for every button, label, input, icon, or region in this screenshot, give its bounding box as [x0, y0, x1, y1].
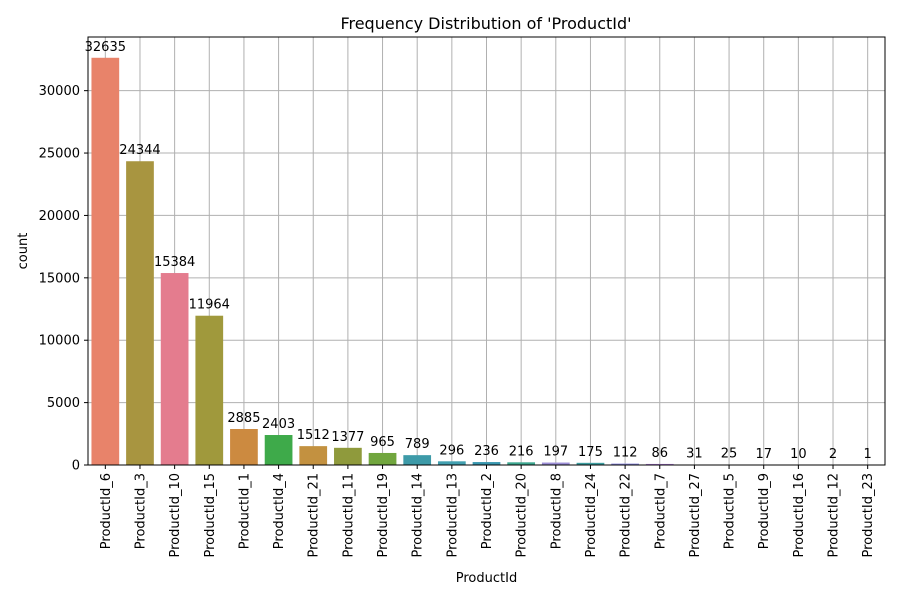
y-axis-ticks: 0 5000 10000 15000 20000 25000 30000 [39, 84, 88, 474]
value-label: 24344 [119, 143, 160, 158]
value-label: 86 [651, 446, 668, 461]
x-tick-label: ProductId_3 [133, 473, 148, 549]
value-label: 197 [543, 445, 568, 460]
x-tick-label: ProductId_16 [792, 473, 807, 558]
value-label: 31 [686, 447, 703, 462]
y-tick-label: 5000 [47, 396, 80, 411]
value-label: 965 [370, 435, 395, 450]
bar-ProductId_6 [91, 57, 120, 465]
bar-ProductId_24 [576, 462, 605, 465]
value-label: 15384 [154, 255, 195, 270]
x-tick-label: ProductId_13 [445, 473, 460, 558]
bar-ProductId_21 [299, 446, 328, 465]
x-gridlines [104, 37, 869, 465]
value-label: 2885 [227, 411, 260, 426]
x-tick-label: ProductId_27 [688, 473, 703, 558]
x-tick-label: ProductId_5 [723, 473, 738, 549]
x-tick-label: ProductId_14 [411, 473, 426, 558]
x-tick-label: ProductId_20 [515, 473, 530, 558]
value-label: 296 [439, 443, 464, 458]
bars [91, 57, 882, 465]
value-label: 1377 [331, 430, 364, 445]
x-axis-label: ProductId [456, 571, 517, 586]
value-label: 175 [578, 445, 603, 460]
x-tick-label: ProductId_24 [584, 473, 599, 558]
value-label: 1 [864, 447, 872, 462]
value-label: 11964 [189, 298, 230, 313]
value-label: 25 [721, 447, 738, 462]
value-label: 2 [829, 447, 837, 462]
x-tick-label: ProductId_9 [757, 473, 772, 549]
y-tick-label: 10000 [39, 334, 80, 349]
value-label: 17 [755, 447, 772, 462]
x-tick-label: ProductId_22 [619, 473, 634, 558]
bar-ProductId_7 [645, 463, 674, 465]
x-tick-label: ProductId_4 [272, 473, 287, 549]
value-label: 789 [405, 437, 430, 452]
chart-title: Frequency Distribution of 'ProductId' [340, 14, 631, 33]
x-tick-label: ProductId_7 [653, 473, 668, 549]
x-tick-label: ProductId_23 [861, 473, 876, 558]
x-tick-label: ProductId_19 [376, 473, 391, 558]
bar-ProductId_20 [507, 462, 536, 465]
x-tick-label: ProductId_6 [99, 473, 114, 549]
bar-ProductId_11 [334, 447, 362, 465]
bar-ProductId_4 [264, 435, 293, 465]
x-tick-label: ProductId_15 [203, 473, 218, 558]
value-label: 32635 [85, 40, 126, 55]
bar-ProductId_8 [541, 462, 570, 465]
x-tick-label: ProductId_1 [237, 473, 252, 549]
x-tick-label: ProductId_2 [480, 473, 495, 549]
plot-frame [87, 36, 886, 466]
bar-ProductId_14 [403, 455, 432, 465]
x-tick-label: ProductId_21 [307, 473, 322, 558]
y-tick-label: 20000 [39, 209, 80, 224]
value-label: 10 [790, 447, 807, 462]
y-tick-label: 25000 [39, 147, 80, 162]
x-tick-label: ProductId_10 [168, 473, 183, 558]
x-tick-label: ProductId_11 [341, 473, 356, 558]
y-tick-label: 30000 [39, 84, 80, 99]
value-label: 216 [509, 444, 534, 459]
x-tick-label: ProductId_8 [549, 473, 564, 549]
bar-ProductId_2 [472, 462, 501, 465]
bar-ProductId_3 [126, 161, 154, 465]
y-tick-label: 0 [72, 459, 80, 474]
bar-ProductId_19 [368, 452, 397, 465]
x-tick-label: ProductId_12 [827, 473, 842, 558]
bar-ProductId_15 [195, 315, 224, 465]
value-label: 236 [474, 444, 499, 459]
value-label: 2403 [262, 417, 295, 432]
value-label: 1512 [297, 428, 330, 443]
bar-ProductId_1 [230, 429, 258, 465]
value-label: 112 [613, 446, 638, 461]
bar-ProductId_10 [160, 273, 189, 465]
y-axis-label: count [16, 233, 31, 270]
x-axis-ticks: ProductId_6 ProductId_3 ProductId_10 Produc… [99, 465, 876, 558]
y-tick-label: 15000 [39, 271, 80, 286]
bar-ProductId_13 [437, 461, 466, 465]
bar-ProductId_22 [611, 463, 639, 465]
